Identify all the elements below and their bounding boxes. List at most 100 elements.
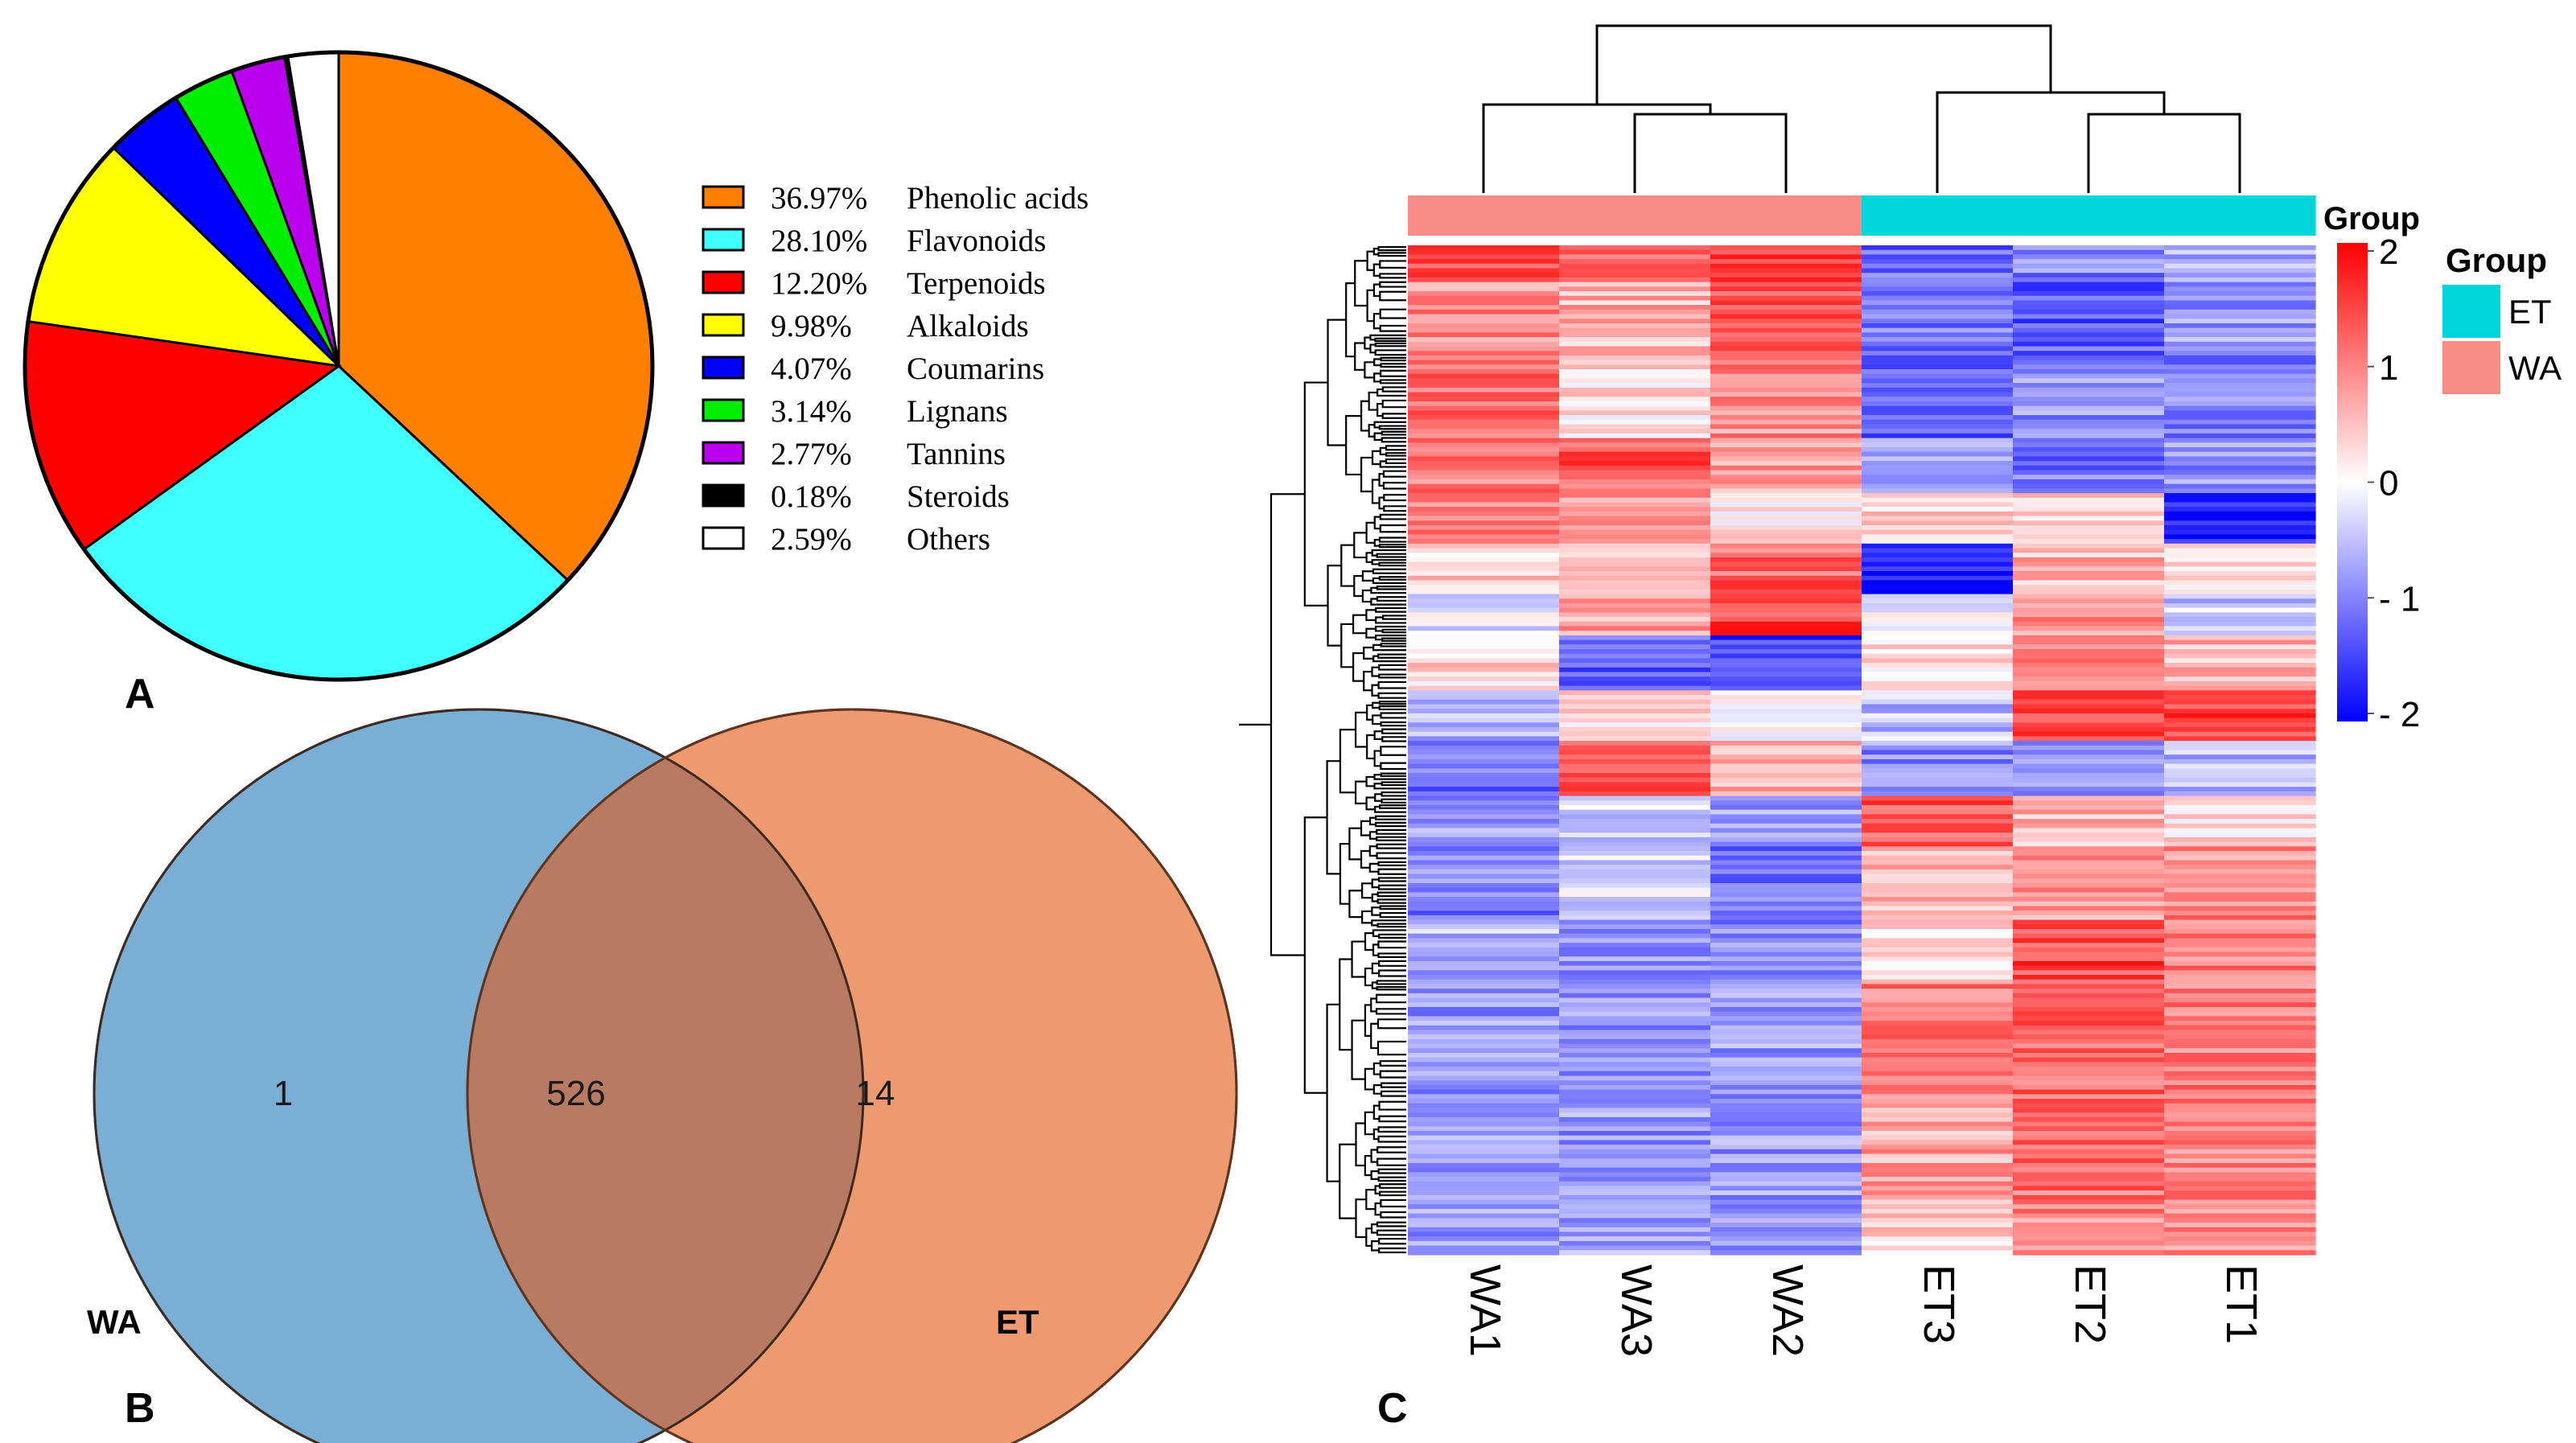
heatmap-cell (1710, 897, 1862, 902)
heatmap-cell (1862, 346, 2014, 352)
heatmap-cell (1408, 713, 1560, 719)
heatmap-cell (1559, 1208, 1711, 1215)
heatmap-cell (1710, 383, 1862, 388)
heatmap-cell (2013, 897, 2165, 902)
dendrogram-link (1595, 24, 2052, 105)
heatmap-cell (1862, 1071, 2014, 1077)
heatmap-cell (1559, 828, 1711, 833)
heatmap-cell (1710, 323, 1862, 329)
heatmap-cell (2013, 731, 2165, 737)
dendrogram-link (1376, 980, 1383, 985)
heatmap-cell (1559, 704, 1711, 709)
heatmap-cell (2164, 667, 2316, 673)
heatmap-cell (1710, 1213, 1862, 1219)
dendrogram-link (1378, 543, 1385, 549)
heatmap-cell (1710, 263, 1862, 269)
heatmap-cell (1559, 878, 1711, 884)
panel-label-a: A (125, 671, 155, 717)
heatmap-cell (2013, 690, 2165, 696)
heatmap-cell (1559, 405, 1711, 411)
heatmap-cell (1559, 1145, 1711, 1150)
heatmap-cell (1408, 438, 1560, 443)
heatmap-cell (1559, 314, 1711, 319)
heatmap-cell (1710, 699, 1862, 705)
heatmap-cell (1559, 1140, 1711, 1145)
heatmap-cell (1559, 383, 1711, 388)
dendrogram-link (1377, 1126, 1383, 1133)
heatmap-cell (1408, 424, 1560, 430)
heatmap-cell (1710, 254, 1862, 260)
heatmap-cell (2013, 534, 2165, 540)
heatmap-cell (2164, 791, 2316, 797)
heatmap-cell (1408, 791, 1560, 797)
heatmap-cell (2164, 1038, 2316, 1045)
heatmap-cell (1862, 649, 2014, 655)
heatmap-cell (1710, 1149, 1862, 1155)
heatmap-cell (1408, 979, 1560, 985)
dendrogram-link (1373, 421, 1380, 429)
heatmap-cell (1559, 1048, 1711, 1054)
dendrogram-link (1376, 852, 1382, 860)
heatmap-cell (1408, 401, 1560, 407)
heatmap-cell (1559, 442, 1711, 448)
heatmap-cell (1408, 585, 1560, 590)
heatmap-cell (2013, 841, 2165, 847)
heatmap-cell (2013, 1075, 2165, 1081)
heatmap-cell (1559, 750, 1711, 755)
heatmap-cell (1862, 1158, 2014, 1164)
heatmap-cell (1710, 1034, 1862, 1040)
heatmap-cell (1710, 1204, 1862, 1210)
heatmap-cell (2164, 777, 2316, 783)
heatmap-cell (1862, 814, 2014, 820)
heatmap-cell (1559, 952, 1711, 957)
heatmap-cell (1408, 300, 1560, 306)
heatmap-cell (2013, 387, 2165, 393)
heatmap-cell (2164, 1116, 2316, 1123)
heatmap-cell (1710, 787, 1862, 792)
heatmap-cell (1408, 607, 1560, 613)
heatmap-cell (2013, 617, 2165, 623)
pie-chart (23, 50, 655, 682)
heatmap-cell (1408, 539, 1560, 545)
heatmap-cell (1408, 516, 1560, 521)
heatmap-cell (2164, 602, 2316, 609)
heatmap-cell (1559, 680, 1711, 687)
dendrogram-link (1365, 552, 1372, 563)
heatmap-cell (1559, 915, 1711, 921)
dendrogram-link (1376, 1146, 1382, 1153)
heatmap-cell (1559, 493, 1711, 499)
heatmap-cell (2164, 410, 2316, 416)
heatmap-cell (2013, 1062, 2165, 1067)
heatmap-cell (1710, 1236, 1862, 1242)
heatmap-cell (1408, 314, 1560, 319)
dendrogram-link (1381, 399, 1386, 409)
heatmap-cell (1710, 731, 1862, 737)
heatmap-cell (1862, 800, 2014, 806)
heatmap-cell (1559, 699, 1711, 705)
heatmap-cell (1559, 1177, 1711, 1182)
heatmap-cell (1862, 378, 2014, 384)
heatmap-cell (1408, 364, 1560, 370)
heatmap-cell (1710, 1011, 1862, 1017)
heatmap-cell (1862, 676, 2014, 682)
heatmap-cell (1710, 1099, 1862, 1104)
heatmap-cell (2013, 378, 2165, 384)
dendrogram-link (1365, 1227, 1372, 1247)
heatmap-cell (1862, 865, 2014, 870)
heatmap-cell (1710, 882, 1862, 889)
dendrogram-link (1382, 470, 1389, 478)
legend-percent: 9.98% (771, 309, 852, 343)
heatmap-cell (2164, 965, 2316, 971)
heatmap-cell (2164, 254, 2316, 260)
heatmap-cell (1408, 502, 1560, 508)
heatmap-cell (1559, 796, 1711, 801)
heatmap-cell (1408, 989, 1560, 994)
heatmap-cell (2164, 851, 2316, 857)
heatmap-cell (2013, 846, 2165, 852)
heatmap-cell (1559, 327, 1711, 333)
heatmap-cell (1862, 667, 2014, 673)
heatmap-cell (2013, 351, 2165, 356)
heatmap-cell (1710, 823, 1862, 829)
heatmap-cell (1408, 470, 1560, 475)
heatmap-cell (2164, 263, 2316, 269)
